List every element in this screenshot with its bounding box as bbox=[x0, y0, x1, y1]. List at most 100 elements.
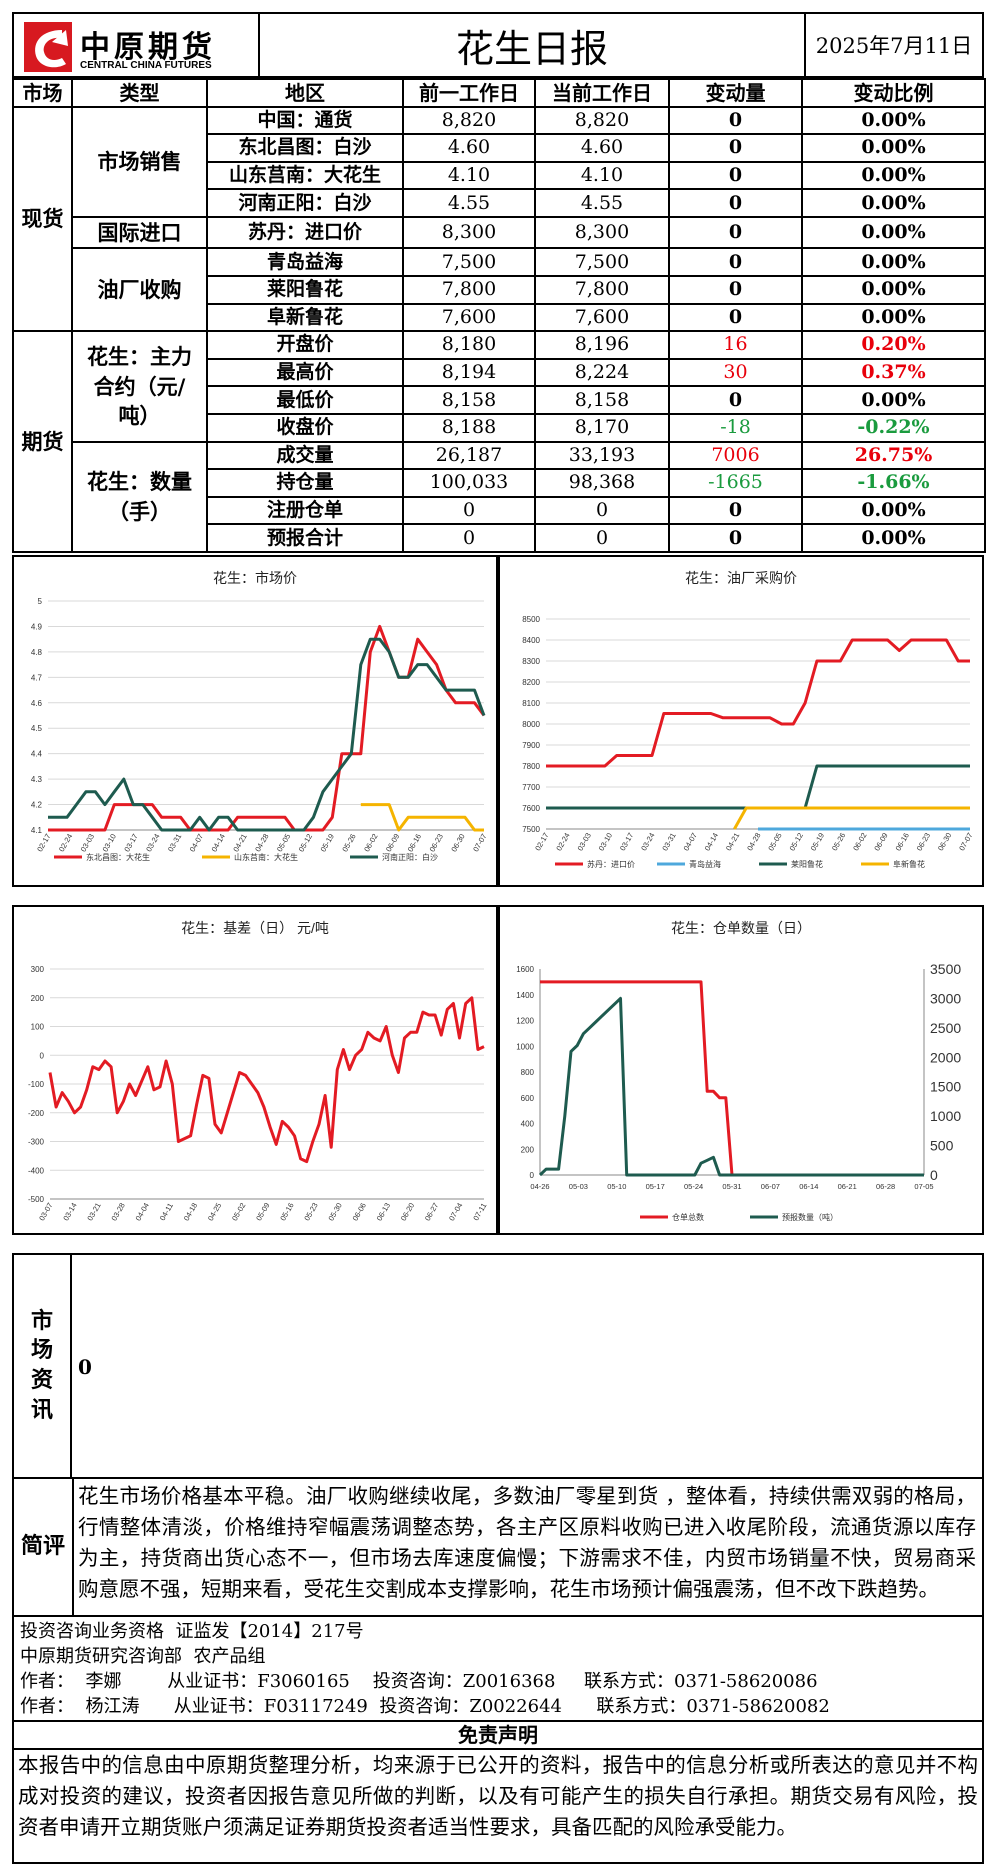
region-cell: 中国：通货 bbox=[206, 105, 404, 136]
pct-cell: -1.66% bbox=[801, 468, 986, 498]
type-cell: 花生：数量（手） bbox=[71, 440, 208, 553]
chart-warehouse-receipts: 花生：仓单数量（日）160014001200100080060040020003… bbox=[516, 920, 961, 1222]
y-tick-label: -500 bbox=[28, 1195, 45, 1204]
market-news-content: 0 bbox=[78, 1355, 92, 1379]
x-tick-label: 02-17 bbox=[35, 832, 52, 853]
pct-cell: 0.00% bbox=[801, 188, 986, 218]
table-row: 最高价 8,194 8,224 30 0.37% bbox=[13, 357, 986, 388]
x-tick-label: 03-03 bbox=[576, 831, 593, 852]
series-line-2 bbox=[48, 637, 486, 832]
x-tick-label: 07-07 bbox=[957, 831, 974, 852]
y-tick-label: 400 bbox=[521, 1120, 535, 1129]
chg-cell: 0 bbox=[668, 133, 803, 163]
x-tick-label: 06-23 bbox=[428, 832, 445, 853]
y-tick-label: 4.3 bbox=[31, 775, 43, 784]
x-tick-label: 03-17 bbox=[618, 831, 635, 852]
chg-cell: 0 bbox=[668, 247, 803, 277]
y-tick-label: 1200 bbox=[516, 1017, 534, 1026]
chg-cell: 0 bbox=[668, 523, 803, 553]
report-header: 中原期货 CENTRAL CHINA FUTURES 花生日报 2025年7月1… bbox=[12, 12, 984, 78]
comment-content: 花生市场价格基本平稳。油厂收购继续收尾，多数油厂零星到货 ，整体看，持续供需双弱… bbox=[78, 1484, 976, 1601]
chart-panel-market-price: 花生：市场价 5 4.9 4.8 4.7 4.6 4.5 4.4 4.3 4.2 4.1 02-17 0… bbox=[12, 555, 498, 887]
prev-cell: 7,800 bbox=[402, 274, 536, 305]
x-tick-label: 04-28 bbox=[253, 832, 270, 853]
y-tick-label: 200 bbox=[521, 1145, 535, 1154]
prev-cell: 26,187 bbox=[402, 440, 536, 471]
y-tick-label-right: 500 bbox=[930, 1138, 954, 1154]
report-date: 2025年7月11日 bbox=[815, 34, 973, 58]
pct-cell: 0.00% bbox=[801, 133, 986, 163]
x-tick-label: 03-24 bbox=[639, 831, 656, 852]
pct-cell: 0.00% bbox=[801, 302, 986, 333]
y-tick-label: 1000 bbox=[516, 1042, 534, 1051]
x-tick-label: 04-18 bbox=[182, 1201, 199, 1222]
pct-cell: 0.00% bbox=[801, 247, 986, 277]
x-tick-label: 05-05 bbox=[275, 832, 292, 853]
chart-basis: 花生：基差（日） 元/吨 300 200 100 0 -100 -200 -300 -400 -5… bbox=[28, 920, 488, 1222]
chg-cell: 16 bbox=[668, 330, 803, 360]
x-tick-label: 05-26 bbox=[340, 832, 357, 853]
x-tick-label: 06-06 bbox=[351, 1201, 368, 1222]
x-tick-label: 06-07 bbox=[761, 1182, 780, 1191]
y-tick-label-right: 1500 bbox=[930, 1079, 961, 1095]
series-line-0 bbox=[540, 980, 924, 1177]
curr-cell: 4.55 bbox=[534, 188, 670, 218]
pct-cell: 0.20% bbox=[801, 330, 986, 360]
x-tick-label: 04-28 bbox=[745, 831, 762, 852]
x-tick-label: 03-21 bbox=[85, 1201, 102, 1222]
chart-market-price: 花生：市场价 5 4.9 4.8 4.7 4.6 4.5 4.4 4.3 4.2 4.102-17 0… bbox=[31, 570, 489, 862]
region-cell: 最高价 bbox=[206, 357, 404, 388]
x-tick-label: 02-17 bbox=[533, 831, 550, 852]
series-line-0 bbox=[546, 638, 970, 768]
x-tick-label: 05-26 bbox=[830, 831, 847, 852]
pct-cell: 0.00% bbox=[801, 105, 986, 136]
company-logo: 中原期货 CENTRAL CHINA FUTURES bbox=[22, 20, 256, 76]
x-tick-label: 04-14 bbox=[703, 831, 720, 852]
prev-cell: 4.55 bbox=[402, 188, 536, 218]
pct-cell: 26.75% bbox=[801, 440, 986, 471]
curr-cell: 8,820 bbox=[534, 105, 670, 136]
y-tick-label: 200 bbox=[31, 994, 45, 1003]
legend-label: 青岛益海 bbox=[689, 859, 721, 869]
legend-label: 莱阳鲁花 bbox=[791, 859, 823, 869]
x-tick-label: 06-16 bbox=[406, 832, 423, 853]
y-tick-label: -300 bbox=[28, 1138, 45, 1147]
y-tick-label-right: 2000 bbox=[930, 1049, 961, 1065]
x-tick-label: 03-10 bbox=[597, 831, 614, 852]
chg-cell: -1665 bbox=[668, 468, 803, 498]
x-tick-label: 05-03 bbox=[569, 1182, 588, 1191]
prev-cell: 4.10 bbox=[402, 160, 536, 191]
series-line-0 bbox=[48, 996, 485, 1164]
market-cell: 期货 bbox=[12, 330, 73, 553]
x-tick-label: 04-07 bbox=[682, 831, 699, 852]
x-tick-label: 06-13 bbox=[375, 1201, 392, 1222]
x-tick-label: 06-21 bbox=[838, 1182, 857, 1191]
y-tick-label: 600 bbox=[521, 1094, 535, 1103]
curr-cell: 0 bbox=[534, 495, 670, 526]
prev-cell: 8,188 bbox=[402, 412, 536, 443]
y-tick-label: 1400 bbox=[516, 991, 534, 1000]
x-tick-label: 06-23 bbox=[915, 831, 932, 852]
prev-cell: 0 bbox=[402, 523, 536, 553]
y-tick-label: 7700 bbox=[522, 783, 540, 792]
y-tick-label: 7900 bbox=[522, 741, 540, 750]
table-row: 预报合计 0 0 0 0.00% bbox=[13, 523, 986, 553]
curr-cell: 7,600 bbox=[534, 302, 670, 333]
x-tick-label: 05-31 bbox=[722, 1182, 741, 1191]
y-tick-label: 4.5 bbox=[31, 724, 43, 733]
prev-cell: 7,500 bbox=[402, 247, 536, 277]
table-row: 收盘价 8,188 8,170 -18 -0.22% bbox=[13, 412, 986, 443]
curr-cell: 0 bbox=[534, 523, 670, 553]
x-tick-label: 03-24 bbox=[144, 832, 161, 853]
chart-panel-basis: 花生：基差（日） 元/吨 300 200 100 0 -100 -200 -300 -400 -5… bbox=[12, 905, 498, 1235]
chg-cell: 0 bbox=[668, 188, 803, 218]
prev-cell: 0 bbox=[402, 495, 536, 526]
region-cell: 开盘价 bbox=[206, 330, 404, 360]
x-tick-label: 04-21 bbox=[724, 831, 741, 852]
y-tick-label: 8000 bbox=[522, 720, 540, 729]
x-tick-label: 04-25 bbox=[206, 1201, 223, 1222]
x-tick-label: 05-24 bbox=[684, 1182, 703, 1191]
y-tick-label: 5 bbox=[38, 597, 43, 606]
x-tick-label: 06-02 bbox=[851, 831, 868, 852]
chg-cell: 0 bbox=[668, 302, 803, 333]
